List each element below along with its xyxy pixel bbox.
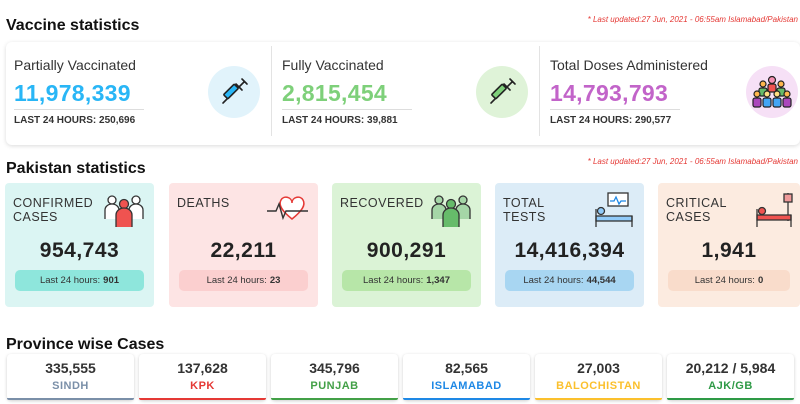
last-24-hours-pill: Last 24 hours: 0 — [668, 270, 790, 291]
icu-bed-icon — [754, 191, 798, 229]
last-24-hours-pill: Last 24 hours: 901 — [15, 270, 144, 291]
card-value: 22,211 — [210, 239, 277, 262]
province-value: 82,565 — [445, 360, 488, 376]
syringe-icon — [208, 66, 260, 118]
confirmed-cases-card: CONFIRMED CASES 954,743 Last 24 hours: 90… — [5, 183, 154, 307]
card-label-line: CASES — [666, 210, 711, 224]
deaths-card: DEATHS 22,211 Last 24 hours: 23 — [169, 183, 318, 307]
pill-label: Last 24 hours: — [523, 275, 584, 286]
vaccine-card-total-doses: Total Doses Administered 14,793,793 LAST… — [542, 42, 800, 145]
card-label-line: DEATHS — [177, 196, 230, 210]
syringe-icon — [476, 66, 528, 118]
card-label-line: RECOVERED — [340, 196, 424, 210]
province-accent-bar — [7, 398, 134, 400]
province-value: 137,628 — [177, 360, 228, 376]
divider — [282, 109, 412, 110]
divider — [271, 46, 272, 136]
vaccine-panel: Partially Vaccinated 11,978,339 LAST 24 … — [6, 42, 800, 145]
province-card-punjab[interactable]: 345,796 PUNJAB — [271, 354, 398, 400]
province-section-title: Province wise Cases — [6, 336, 165, 353]
vaccine-card-partial: Partially Vaccinated 11,978,339 LAST 24 … — [6, 42, 271, 145]
pill-label: Last 24 hours: — [694, 275, 755, 286]
vaccine-last-24h: LAST 24 HOURS: 250,696 — [14, 115, 136, 126]
divider — [539, 46, 540, 136]
province-accent-bar — [271, 398, 398, 400]
pill-value: 44,544 — [586, 275, 616, 286]
vaccine-value: 11,978,339 — [14, 80, 131, 106]
vaccine-label: Fully Vaccinated — [282, 57, 384, 73]
province-name: KPK — [190, 380, 215, 392]
hospital-bed-icon — [592, 191, 636, 229]
pill-value: 1,347 — [426, 275, 450, 286]
critical-cases-card: CRITICAL CASES 1,941 Last 24 hours: 0 — [658, 183, 800, 307]
total-tests-card: TOTAL TESTS 14,416,394 Last 24 hours: 44,… — [495, 183, 644, 307]
card-label: TOTAL TESTS — [503, 196, 546, 224]
pill-value: 0 — [757, 275, 764, 286]
recovered-card: RECOVERED 900,291 Last 24 hours: 1,347 — [332, 183, 481, 307]
province-name: PUNJAB — [310, 380, 359, 392]
crowd-icon — [746, 66, 798, 118]
pill-label: Last 24 hours: — [39, 275, 101, 286]
province-accent-bar — [403, 398, 530, 400]
vaccine-value: 14,793,793 — [550, 80, 669, 106]
card-label-line: TOTAL — [503, 196, 545, 210]
pakistan-last-updated: * Last updated:27 Jun, 2021 - 06:55am Is… — [587, 157, 798, 166]
pakistan-section-title: Pakistan statistics — [6, 160, 146, 177]
last-24-hours-pill: Last 24 hours: 44,544 — [505, 270, 634, 291]
province-value: 335,555 — [45, 360, 96, 376]
heartbeat-icon — [266, 191, 310, 229]
province-accent-bar — [535, 398, 662, 400]
pill-label: Last 24 hours: — [363, 275, 424, 286]
province-name: ISLAMABAD — [431, 380, 502, 392]
province-name: AJK/GB — [708, 380, 753, 392]
card-label: CONFIRMED CASES — [13, 196, 93, 224]
divider — [14, 109, 144, 110]
vaccine-value: 2,815,454 — [282, 80, 388, 106]
last-24-hours-pill: Last 24 hours: 1,347 — [342, 270, 471, 291]
vaccine-last-24h: LAST 24 HOURS: 39,881 — [282, 115, 398, 126]
province-card-ajk-gb[interactable]: 20,212 / 5,984 AJK/GB — [667, 354, 794, 400]
vaccine-card-full: Fully Vaccinated 2,815,454 LAST 24 HOURS… — [274, 42, 539, 145]
vaccine-label: Total Doses Administered — [550, 57, 708, 73]
card-label-line: CRITICAL — [666, 196, 727, 210]
province-accent-bar — [667, 398, 794, 400]
province-name: BALOCHISTAN — [556, 380, 641, 392]
province-card-kpk[interactable]: 137,628 KPK — [139, 354, 266, 400]
pill-value: 901 — [103, 275, 120, 286]
recovered-people-icon — [429, 191, 473, 229]
card-value: 900,291 — [366, 239, 447, 262]
province-value: 345,796 — [309, 360, 360, 376]
people-icon — [102, 191, 146, 229]
province-value: 20,212 / 5,984 — [685, 360, 776, 376]
pill-value: 23 — [269, 275, 281, 286]
province-accent-bar — [139, 398, 266, 400]
card-value: 1,941 — [701, 239, 757, 262]
province-name: SINDH — [52, 380, 89, 392]
card-label: CRITICAL CASES — [666, 196, 727, 224]
card-label-line: CASES — [13, 210, 58, 224]
province-card-sindh[interactable]: 335,555 SINDH — [7, 354, 134, 400]
vaccine-last-updated: * Last updated:27 Jun, 2021 - 06:55am Is… — [587, 15, 798, 24]
province-card-islamabad[interactable]: 82,565 ISLAMABAD — [403, 354, 530, 400]
pill-label: Last 24 hours: — [206, 275, 267, 286]
card-value: 954,743 — [39, 239, 120, 262]
card-label-line: CONFIRMED — [13, 196, 94, 210]
province-card-balochistan[interactable]: 27,003 BALOCHISTAN — [535, 354, 662, 400]
vaccine-label: Partially Vaccinated — [14, 57, 136, 73]
card-label: DEATHS — [177, 196, 230, 210]
vaccine-last-24h: LAST 24 HOURS: 290,577 — [550, 115, 672, 126]
card-label: RECOVERED — [340, 196, 424, 210]
divider — [550, 109, 680, 110]
last-24-hours-pill: Last 24 hours: 23 — [179, 270, 308, 291]
card-value: 14,416,394 — [514, 239, 625, 262]
card-label-line: TESTS — [503, 210, 546, 224]
vaccine-section-title: Vaccine statistics — [6, 17, 140, 34]
province-value: 27,003 — [577, 360, 620, 376]
